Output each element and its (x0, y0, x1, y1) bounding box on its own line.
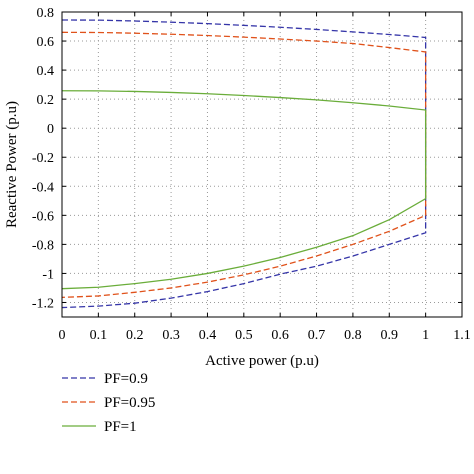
x-tick-label: 0.9 (381, 328, 399, 343)
y-tick-label: -1 (42, 267, 54, 282)
x-tick-label: 0.6 (271, 328, 289, 343)
x-tick-label: 0.2 (126, 328, 144, 343)
y-tick-label: 0.2 (37, 93, 55, 108)
y-tick-label: -0.8 (32, 238, 54, 253)
legend-label: PF=1 (104, 419, 137, 435)
legend-label: PF=0.9 (104, 371, 148, 387)
legend: PF=0.9 PF=0.95 PF=1 (62, 371, 155, 435)
x-tick-label: 0.5 (235, 328, 253, 343)
y-tick-label: -0.6 (32, 209, 54, 224)
x-axis-title: Active power (p.u) (205, 353, 319, 369)
y-tick-labels: -1.2 -1 -0.8 -0.6 -0.4 -0.2 0 0.2 0.4 0.6 0.8 (32, 6, 54, 311)
x-tick-label: 0.4 (199, 328, 217, 343)
legend-label: PF=0.95 (104, 395, 155, 411)
series-lines (61, 19, 427, 309)
axis-ticks (61, 11, 463, 317)
x-tick-label: 0.3 (162, 328, 180, 343)
y-tick-label: 0.8 (37, 6, 55, 21)
y-tick-label: -0.4 (32, 180, 54, 195)
x-tick-label: 0 (59, 328, 66, 343)
y-tick-label: 0 (47, 122, 54, 137)
x-tick-label: 1.1 (453, 328, 471, 343)
x-tick-labels: 0 0.1 0.2 0.3 0.4 0.5 0.6 0.7 0.8 0.9 1 1.1 (59, 328, 471, 343)
x-tick-label: 1 (422, 328, 429, 343)
y-tick-label: -1.2 (32, 296, 54, 311)
y-tick-label: -0.2 (32, 151, 54, 166)
plot-frame (61, 11, 463, 318)
y-tick-label: 0.4 (37, 64, 55, 79)
y-tick-label: 0.6 (37, 35, 55, 50)
x-tick-label: 0.7 (308, 328, 326, 343)
series-line-pf-1 (61, 90, 427, 290)
grid (62, 12, 462, 317)
x-tick-label: 0.1 (90, 328, 108, 343)
y-axis-title: Reactive Power (p.u) (4, 101, 20, 228)
x-tick-label: 0.8 (344, 328, 362, 343)
